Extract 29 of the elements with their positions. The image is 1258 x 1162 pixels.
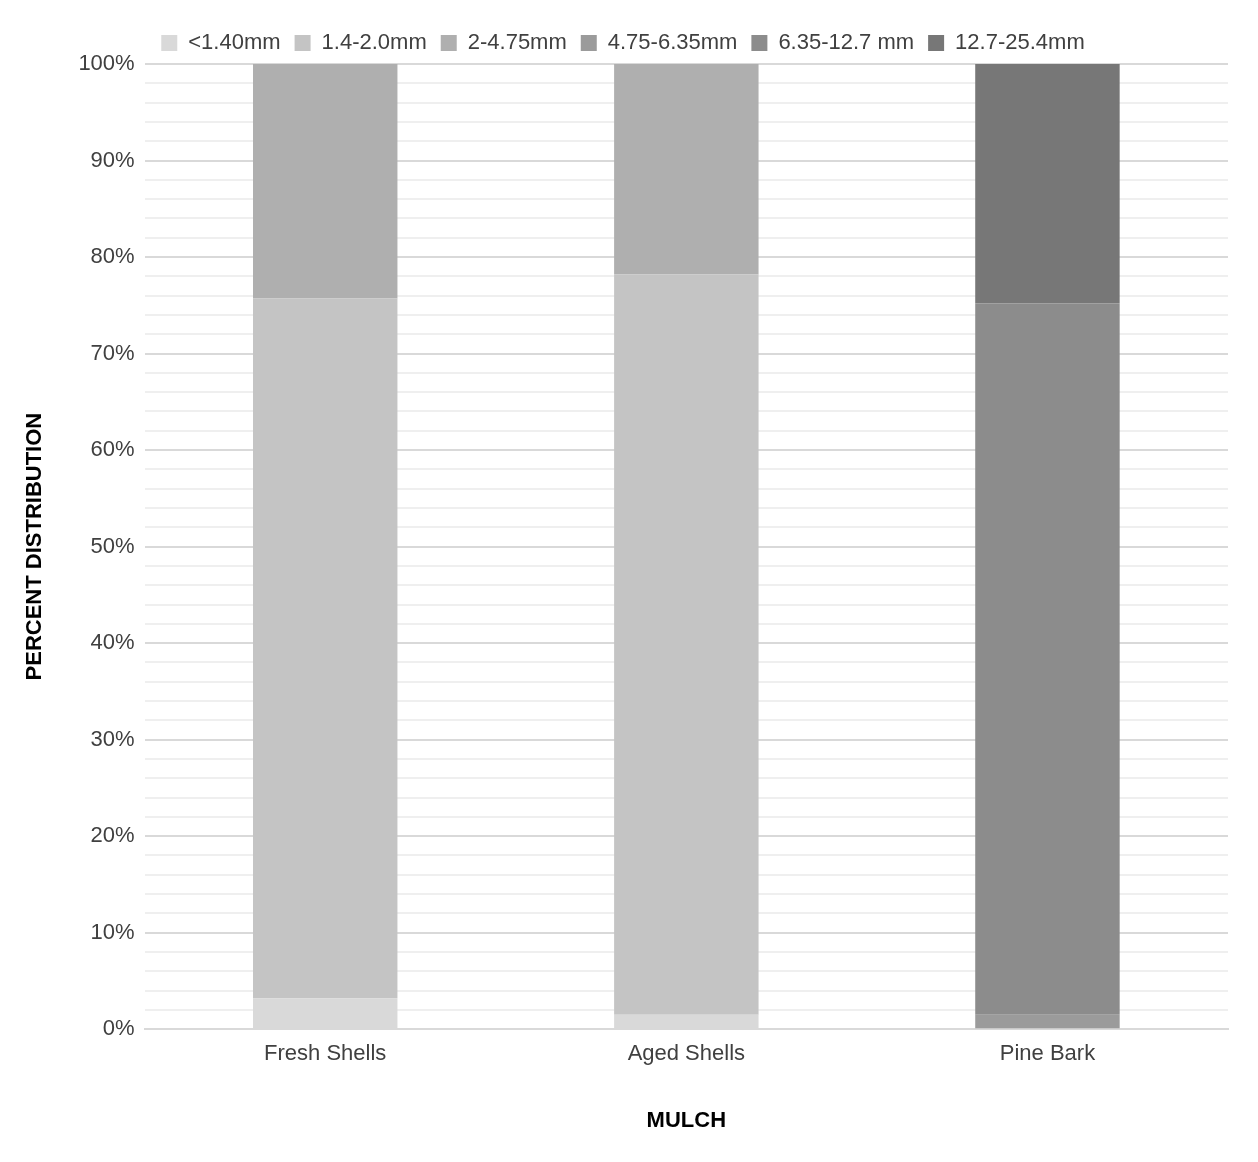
bar (975, 1014, 1120, 1029)
y-tick-label: 80% (90, 243, 135, 269)
bar (253, 64, 398, 299)
y-tick-label: 40% (90, 629, 135, 655)
x-tick-label: Fresh Shells (264, 1040, 387, 1066)
bar (253, 298, 398, 999)
y-tick-label: 100% (78, 50, 135, 76)
legend-label: 1.4-2.0mm (321, 29, 427, 55)
legend-label: 12.7-25.4mm (955, 29, 1085, 55)
bar (614, 64, 759, 275)
x-axis-title: MULCH (646, 1106, 727, 1132)
y-tick-label: 20% (90, 822, 135, 848)
y-tick-label: 60% (90, 436, 135, 462)
legend-label: <1.40mm (188, 29, 281, 55)
legend-label: 2-4.75mm (467, 29, 567, 55)
bar (975, 64, 1120, 304)
legend-label: 6.35-12.7 mm (778, 29, 915, 55)
bar (975, 303, 1120, 1015)
y-tick-label: 0% (102, 1015, 135, 1041)
y-tick-label: 10% (90, 918, 135, 944)
bar (614, 274, 759, 1015)
y-tick-label: 50% (90, 532, 135, 558)
y-axis-title: PERCENT DISTRIBUTION (21, 412, 47, 681)
y-tick-label: 90% (90, 146, 135, 172)
y-tick-label: 70% (90, 339, 135, 365)
legend-label: 4.75-6.35mm (607, 29, 738, 55)
x-tick-label: Pine Bark (999, 1040, 1097, 1066)
y-tick-label: 30% (90, 725, 135, 751)
x-tick-label: Aged Shells (627, 1040, 746, 1066)
